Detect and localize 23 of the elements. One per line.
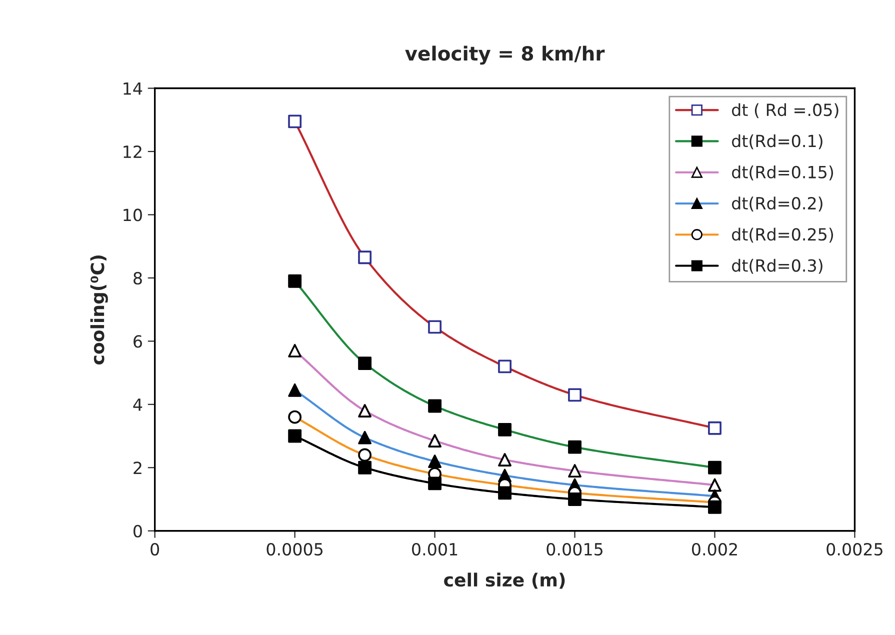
y-tick-label: 8 — [134, 272, 142, 285]
legend-label: dt(Rd=0.3) — [732, 258, 822, 274]
y-tick-label: 12 — [124, 145, 142, 158]
y-axis-title: cooling(⁰C) — [90, 255, 108, 364]
y-tick-label: 14 — [124, 82, 142, 95]
y-tick-label: 0 — [134, 524, 142, 538]
y-tick-label: 6 — [134, 335, 142, 348]
chart-title: velocity = 8 km/hr — [405, 46, 605, 65]
legend-label: dt ( Rd =.05) — [732, 103, 838, 118]
x-tick-label: 0.002 — [692, 542, 737, 556]
x-tick-label: 0.001 — [412, 542, 458, 556]
y-tick-label: 10 — [124, 208, 142, 222]
x-axis-title: cell size (m) — [444, 572, 565, 589]
x-tick-label: 0.0005 — [266, 542, 323, 556]
y-tick-label: 4 — [133, 398, 142, 411]
legend-label: dt(Rd=0.2) — [732, 196, 822, 212]
x-tick-label: 0.0015 — [546, 542, 602, 556]
legend-label: dt(Rd=0.25) — [732, 228, 834, 243]
legend-label: dt(Rd=0.15) — [732, 166, 834, 180]
y-tick-label: 2 — [134, 462, 142, 474]
x-tick-label: 0 — [150, 542, 160, 556]
legend-label: dt(Rd=0.1) — [732, 134, 822, 150]
x-tick-label: 0.0025 — [826, 542, 882, 556]
